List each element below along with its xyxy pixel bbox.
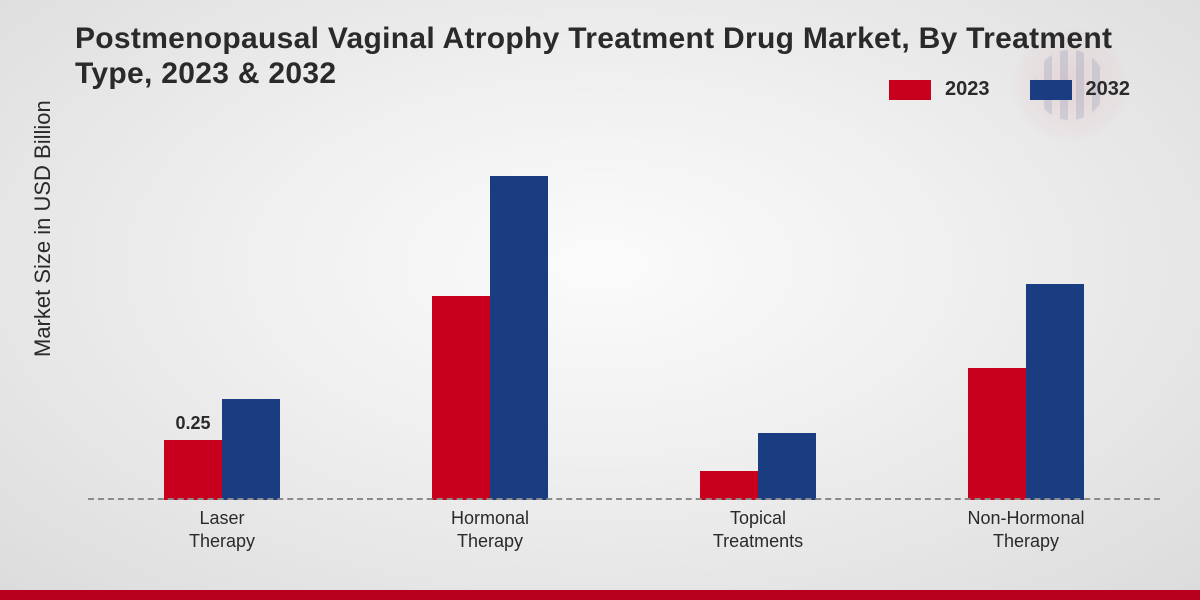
x-tick-label: Non-Hormonal Therapy	[946, 507, 1106, 552]
x-axis-labels: Laser Therapy Hormonal Therapy Topical T…	[88, 507, 1160, 552]
legend-label: 2023	[945, 78, 990, 101]
chart-stage: Postmenopausal Vaginal Atrophy Treatment…	[0, 0, 1200, 600]
x-tick-line1: Laser	[199, 508, 244, 528]
x-axis-baseline	[88, 498, 1160, 500]
legend: 2023 2032	[889, 78, 1130, 101]
legend-swatch-2032	[1030, 80, 1072, 100]
bar-2023: 0.25	[164, 440, 222, 500]
x-tick-line2: Therapy	[993, 531, 1059, 551]
y-axis-label: Market Size in USD Billion	[30, 100, 56, 357]
bar-group	[700, 433, 816, 500]
bar-2032	[1026, 284, 1084, 500]
x-tick-label: Topical Treatments	[678, 507, 838, 552]
bar-2032	[758, 433, 816, 500]
x-tick-line2: Therapy	[189, 531, 255, 551]
legend-item: 2023	[889, 78, 990, 101]
legend-item: 2032	[1030, 78, 1131, 101]
plot-area: 0.25	[88, 150, 1160, 500]
bar-2023	[700, 471, 758, 500]
x-tick-line2: Therapy	[457, 531, 523, 551]
x-tick-line2: Treatments	[713, 531, 803, 551]
bar-group	[432, 176, 548, 500]
x-tick-label: Laser Therapy	[142, 507, 302, 552]
bar-group: 0.25	[164, 399, 280, 500]
bar-group	[968, 284, 1084, 500]
bar-2023	[432, 296, 490, 500]
bar-value-label: 0.25	[175, 413, 210, 434]
x-tick-line1: Hormonal	[451, 508, 529, 528]
bar-2032	[490, 176, 548, 500]
x-tick-line1: Non-Hormonal	[967, 508, 1084, 528]
x-tick-label: Hormonal Therapy	[410, 507, 570, 552]
legend-label: 2032	[1086, 78, 1131, 101]
legend-swatch-2023	[889, 80, 931, 100]
bar-groups: 0.25	[88, 150, 1160, 500]
bar-2023	[968, 368, 1026, 500]
bar-2032	[222, 399, 280, 500]
x-tick-line1: Topical	[730, 508, 786, 528]
